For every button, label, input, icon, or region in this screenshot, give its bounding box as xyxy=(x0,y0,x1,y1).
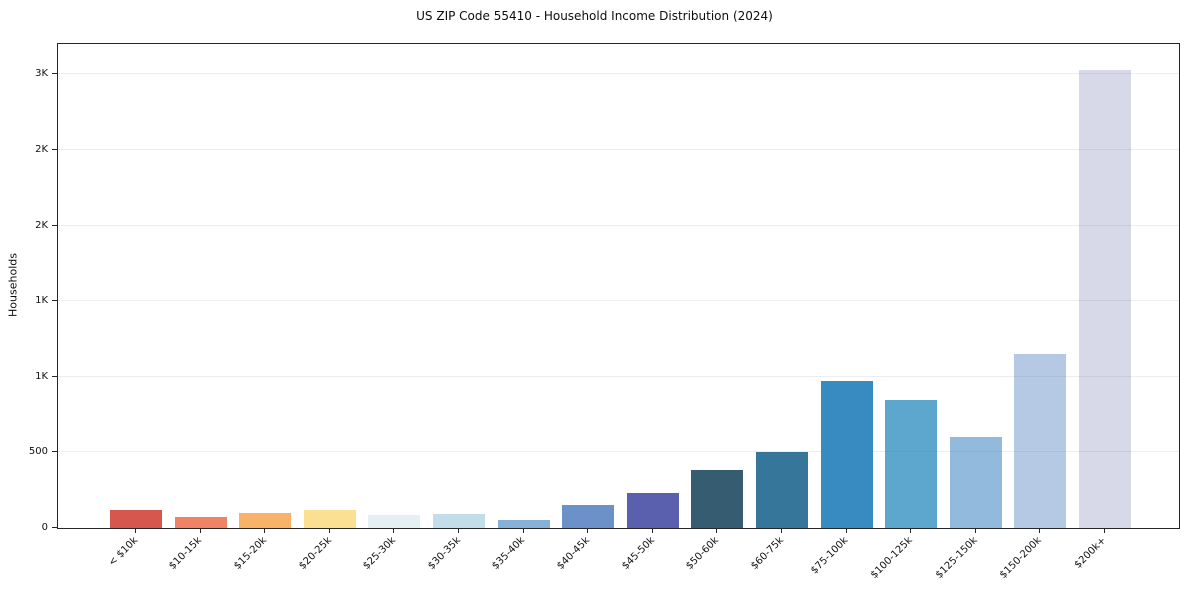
y-tick-mark xyxy=(52,73,57,75)
x-tick-label: $10-15k xyxy=(167,535,205,572)
x-tick-label: $40-45k xyxy=(555,535,592,572)
bar-$100-125k xyxy=(885,400,938,528)
x-tick-label: $15-20k xyxy=(232,535,269,572)
bar-$50-60k xyxy=(691,469,744,528)
y-tick-label: 1K xyxy=(35,370,48,382)
y-tick-label: 2K xyxy=(35,219,48,231)
y-tick-mark xyxy=(52,451,57,453)
bar-$150-200k xyxy=(1014,354,1067,528)
x-tick-mark xyxy=(1104,528,1105,533)
bar-$20-25k xyxy=(303,510,356,528)
y-tick-mark xyxy=(52,300,57,302)
x-tick-label: $20-25k xyxy=(296,535,334,572)
bar-$125-150k xyxy=(949,437,1002,528)
bar-$30-35k xyxy=(433,513,485,528)
bar-< $10k xyxy=(110,510,162,528)
x-tick-label: $45-50k xyxy=(619,535,657,572)
gridline xyxy=(58,375,1179,377)
x-tick-mark xyxy=(587,528,589,533)
y-tick-label: 3K xyxy=(35,68,48,80)
x-tick-label: $75-100k xyxy=(808,535,851,577)
gridline xyxy=(58,224,1179,226)
x-tick-label: $35-40k xyxy=(490,535,528,572)
gridline xyxy=(58,300,1179,302)
x-tick-label: $150-200k xyxy=(998,535,1045,581)
chart-title: US ZIP Code 55410 - Household Income Dis… xyxy=(416,9,773,23)
gridline xyxy=(58,451,1179,453)
x-tick-mark xyxy=(1039,528,1041,533)
bar-$15-20k xyxy=(239,512,292,528)
x-tick-mark xyxy=(910,528,912,533)
y-tick-label: 1K xyxy=(35,295,48,307)
x-tick-label: $100-125k xyxy=(869,535,915,581)
plot-area xyxy=(57,43,1180,529)
x-tick-mark xyxy=(328,528,330,533)
bar-$35-40k xyxy=(497,520,550,528)
x-tick-label: $50-60k xyxy=(684,535,722,572)
y-tick-mark xyxy=(52,148,57,150)
x-tick-label: $200k+ xyxy=(1072,535,1109,571)
x-tick-mark xyxy=(651,528,653,533)
y-axis-label: Households xyxy=(6,253,20,317)
bar-$60-75k xyxy=(756,452,808,528)
x-tick-label: < $10k xyxy=(106,535,140,569)
gridline xyxy=(58,148,1179,150)
x-tick-mark xyxy=(716,528,718,533)
y-tick-label: 2K xyxy=(35,143,48,155)
x-tick-label: $60-75k xyxy=(748,535,786,572)
y-tick-label: 0 xyxy=(41,522,48,533)
bar-$25-30k xyxy=(368,514,421,528)
bar-$75-100k xyxy=(820,381,873,528)
x-tick-mark xyxy=(199,528,201,533)
bar-$200k+ xyxy=(1079,69,1131,528)
bar-$40-45k xyxy=(562,505,615,528)
x-tick-mark xyxy=(845,528,847,533)
y-tick-mark xyxy=(52,527,57,528)
x-tick-label: $125-150k xyxy=(933,535,980,581)
x-tick-mark xyxy=(974,528,976,533)
bar-$10-15k xyxy=(174,517,227,528)
bar-$45-50k xyxy=(626,493,679,528)
gridline xyxy=(58,73,1179,75)
y-tick-mark xyxy=(52,375,57,377)
x-tick-mark xyxy=(458,528,459,533)
x-tick-mark xyxy=(135,528,136,533)
x-tick-mark xyxy=(393,528,395,533)
y-tick-label: 500 xyxy=(28,446,48,458)
y-tick-mark xyxy=(52,224,57,226)
x-tick-label: $30-35k xyxy=(425,535,463,572)
x-tick-mark xyxy=(781,528,782,533)
x-tick-label: $25-30k xyxy=(361,535,399,572)
x-tick-mark xyxy=(264,528,266,533)
x-tick-mark xyxy=(522,528,524,533)
